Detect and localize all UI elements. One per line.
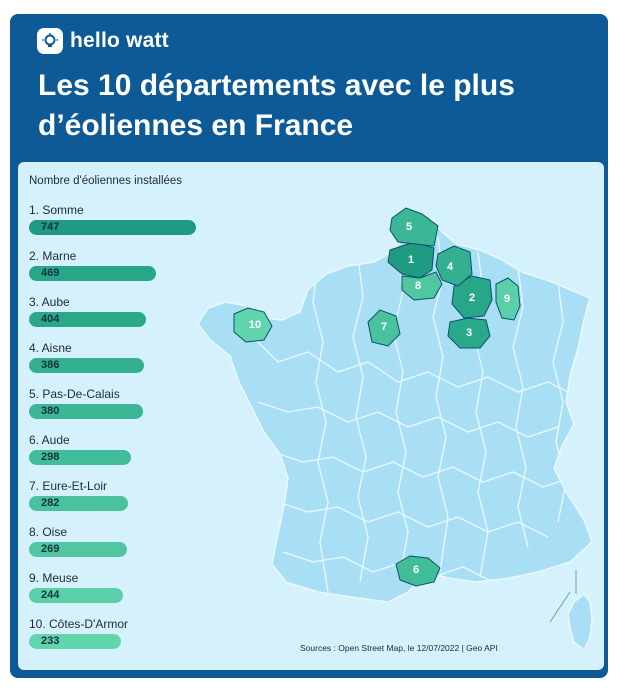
rank-label: 1. Somme	[29, 203, 84, 217]
rank-label: 7. Eure-Et-Loir	[29, 479, 108, 493]
lightbulb-icon	[37, 28, 63, 54]
rank-label: 10. Côtes-D'Armor	[29, 617, 128, 631]
corsica-inset-line	[549, 591, 571, 623]
rank-value: 747	[41, 221, 60, 233]
france-map: 1 2 3 4 5 6 7 8 9 10	[197, 207, 593, 652]
rank-label: 2. Marne	[29, 249, 77, 263]
brand: hello watt	[37, 28, 169, 54]
rank-value: 233	[41, 635, 60, 647]
rank-label: 4. Aisne	[29, 341, 72, 355]
map-department-5	[389, 207, 439, 247]
map-rank-label: 5	[406, 221, 412, 233]
rank-value: 380	[41, 405, 60, 417]
rank-value: 386	[41, 359, 60, 371]
map-department-10	[233, 307, 273, 343]
rank-item: 1. Somme 747	[29, 203, 219, 243]
map-department-3	[447, 317, 491, 349]
map-department-8	[401, 271, 443, 301]
rank-bar	[29, 634, 121, 649]
map-rank-label: 10	[249, 319, 261, 331]
map-rank-label: 8	[415, 280, 421, 292]
rank-label: 9. Meuse	[29, 571, 79, 585]
rank-label: 5. Pas-De-Calais	[29, 387, 120, 401]
ranking-list: 1. Somme 747 2. Marne 469 3. Aube 404 4. Aisne…	[18, 162, 218, 670]
sources-note: Sources : Open Street Map, le 12/07/2022…	[300, 643, 498, 653]
map-rank-label: 3	[466, 327, 472, 339]
map-department-2	[451, 275, 493, 319]
rank-value: 269	[41, 543, 60, 555]
corsica	[567, 592, 593, 652]
rank-label: 8. Oise	[29, 525, 68, 539]
map-rank-label: 6	[413, 564, 419, 576]
rank-label: 3. Aube	[29, 295, 70, 309]
rank-item: 9. Meuse 244	[29, 571, 219, 611]
legend-title: Nombre d'éoliennes installées	[29, 175, 183, 187]
map-rank-label: 2	[469, 292, 475, 304]
rank-label: 6. Aude	[29, 433, 70, 447]
rank-bar	[29, 450, 131, 465]
map-rank-label: 7	[381, 321, 387, 333]
brand-name: hello watt	[70, 29, 169, 52]
france-mainland	[197, 217, 593, 603]
rank-bar	[29, 312, 146, 327]
rank-item: 4. Aisne 386	[29, 341, 219, 381]
rank-bar	[29, 220, 196, 235]
department-borders	[247, 236, 579, 593]
rank-value: 282	[41, 497, 60, 509]
rank-item: 8. Oise 269	[29, 525, 219, 565]
map-department-7	[367, 309, 401, 347]
rank-item: 3. Aube 404	[29, 295, 219, 335]
rank-bar	[29, 266, 156, 281]
map-rank-label: 9	[504, 293, 510, 305]
rank-bar	[29, 496, 128, 511]
rank-bar	[29, 588, 123, 603]
rank-bar	[29, 542, 127, 557]
rank-value: 469	[41, 267, 60, 279]
rank-value: 404	[41, 313, 60, 325]
rank-item: 6. Aude 298	[29, 433, 219, 473]
map-department-9	[495, 277, 521, 321]
map-rank-label: 1	[408, 254, 414, 266]
chart-panel: 1 2 3 4 5 6 7 8 9 10 Nombre d'éoliennes installée…	[18, 162, 604, 670]
rank-item: 2. Marne 469	[29, 249, 219, 289]
rank-item: 5. Pas-De-Calais 380	[29, 387, 219, 427]
rank-bar	[29, 404, 143, 419]
rank-value: 244	[41, 589, 60, 601]
map-rank-label: 4	[447, 261, 454, 273]
infographic-card: hello watt Les 10 départements avec le p…	[10, 14, 608, 678]
page-title: Les 10 départements avec le plus d’éolie…	[38, 69, 515, 142]
rank-value: 298	[41, 451, 60, 463]
rank-bar	[29, 358, 144, 373]
rank-item: 7. Eure-Et-Loir 282	[29, 479, 219, 519]
rank-item: 10. Côtes-D'Armor 233	[29, 617, 219, 657]
map-department-4	[435, 245, 473, 287]
map-department-6	[395, 555, 441, 587]
